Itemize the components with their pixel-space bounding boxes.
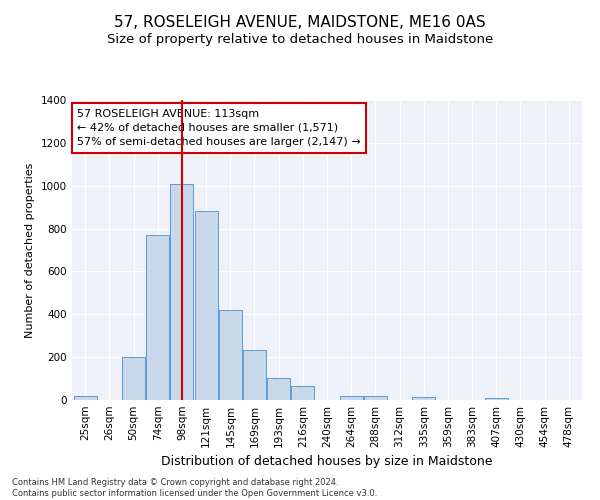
Text: Contains HM Land Registry data © Crown copyright and database right 2024.
Contai: Contains HM Land Registry data © Crown c…: [12, 478, 377, 498]
Bar: [267, 378, 290, 400]
Text: Size of property relative to detached houses in Maidstone: Size of property relative to detached ho…: [107, 32, 493, 46]
Bar: [74, 396, 97, 400]
Bar: [412, 397, 435, 400]
Bar: [340, 396, 362, 400]
Bar: [485, 398, 508, 400]
Bar: [170, 184, 193, 400]
Bar: [122, 357, 145, 400]
Bar: [243, 350, 266, 400]
Bar: [292, 386, 314, 400]
Bar: [364, 396, 387, 400]
Bar: [194, 212, 218, 400]
Bar: [146, 235, 169, 400]
Y-axis label: Number of detached properties: Number of detached properties: [25, 162, 35, 338]
Text: 57 ROSELEIGH AVENUE: 113sqm
← 42% of detached houses are smaller (1,571)
57% of : 57 ROSELEIGH AVENUE: 113sqm ← 42% of det…: [77, 109, 361, 147]
X-axis label: Distribution of detached houses by size in Maidstone: Distribution of detached houses by size …: [161, 456, 493, 468]
Bar: [219, 310, 242, 400]
Text: 57, ROSELEIGH AVENUE, MAIDSTONE, ME16 0AS: 57, ROSELEIGH AVENUE, MAIDSTONE, ME16 0A…: [114, 15, 486, 30]
